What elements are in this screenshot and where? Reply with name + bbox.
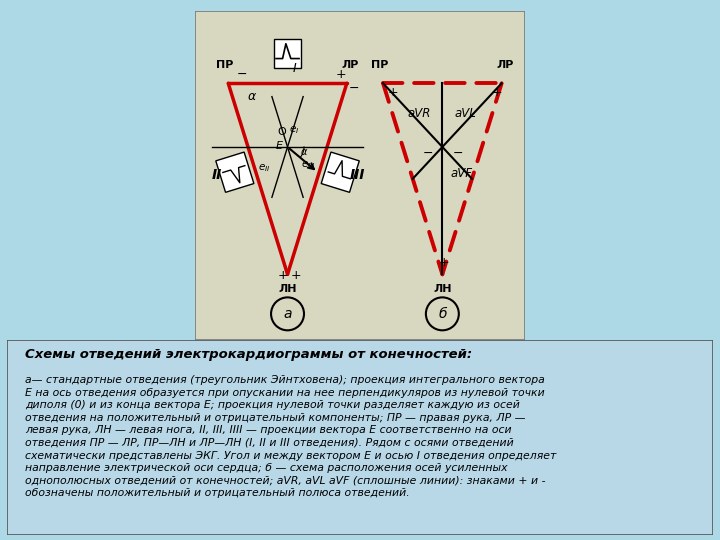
Text: +: + [492, 86, 503, 99]
Text: I: I [292, 62, 296, 75]
Text: Схемы отведений электрокардиограммы от конечностей:: Схемы отведений электрокардиограммы от к… [24, 348, 472, 361]
Text: −: − [236, 69, 247, 82]
Text: +: + [291, 269, 302, 282]
Text: а— стандартные отведения (треугольник Эйнтховена); проекция интегрального вектор: а— стандартные отведения (треугольник Эй… [24, 375, 557, 498]
Text: ПР: ПР [371, 60, 389, 70]
Text: aVF: aVF [451, 167, 472, 180]
Text: E: E [276, 140, 283, 151]
Text: ЛР: ЛР [341, 60, 359, 70]
Text: +: + [336, 69, 346, 82]
Text: O: O [278, 127, 287, 137]
Text: +: + [278, 269, 288, 282]
FancyBboxPatch shape [274, 39, 301, 69]
Text: ЛН: ЛН [279, 285, 297, 294]
Text: −: − [452, 147, 463, 160]
Text: $e_I$: $e_I$ [289, 124, 300, 136]
FancyBboxPatch shape [7, 340, 713, 535]
Text: α: α [248, 90, 256, 103]
Text: ПР: ПР [216, 60, 233, 70]
Text: −: − [348, 82, 359, 94]
Polygon shape [216, 152, 254, 192]
Text: II: II [212, 168, 222, 182]
Text: $e_{III}$: $e_{III}$ [301, 159, 315, 171]
Text: aVL: aVL [454, 107, 477, 120]
Text: aVR: aVR [408, 107, 431, 120]
Text: б: б [438, 307, 446, 321]
Text: III: III [350, 168, 366, 182]
Polygon shape [321, 152, 359, 192]
FancyBboxPatch shape [195, 11, 525, 340]
Text: ЛР: ЛР [496, 60, 513, 70]
Text: ЛН: ЛН [433, 285, 451, 294]
Text: +: + [439, 256, 450, 269]
Text: +: + [388, 86, 399, 99]
Text: $e_{II}$: $e_{II}$ [258, 162, 270, 174]
Text: −: − [423, 147, 433, 160]
Text: α: α [301, 147, 307, 157]
Text: а: а [283, 307, 292, 321]
